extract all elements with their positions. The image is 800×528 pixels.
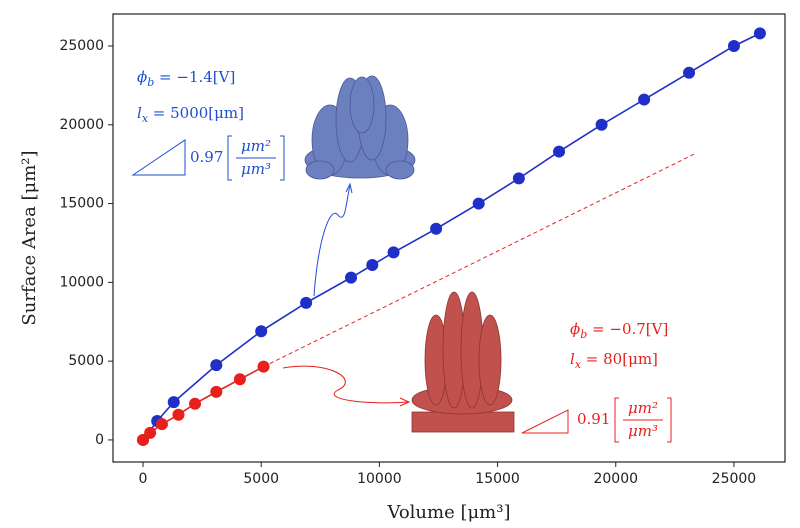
annotation-symbol: ϕ (137, 68, 147, 86)
annotation-value: = 5000[μm] (148, 104, 244, 122)
x-tick-label: 5000 (243, 471, 279, 487)
annotation-text: lx = 5000[μm] (137, 104, 244, 125)
y-tick-label: 5000 (68, 353, 104, 369)
point (596, 119, 608, 131)
point (366, 259, 378, 271)
point (638, 94, 650, 106)
chart: Volume [μm³] Surface Area [μm²] 0 5000 100… (0, 0, 800, 528)
slope-value: 0.97 (190, 148, 223, 166)
y-tick-label: 10000 (59, 274, 104, 290)
annotation-subscript: b (147, 76, 154, 89)
y-axis-label: Surface Area [μm²] (19, 150, 40, 325)
point (234, 373, 246, 385)
slope-triangle (133, 140, 185, 175)
fraction-denominator: μm³ (628, 422, 658, 440)
point (388, 246, 400, 258)
arrow (314, 186, 350, 296)
point (513, 172, 525, 184)
annotation-value: = 80[μm] (581, 350, 658, 368)
x-tick-label: 10000 (357, 471, 402, 487)
point (473, 198, 485, 210)
bracket (228, 136, 232, 180)
point (683, 67, 695, 79)
annotation-subscript: b (580, 328, 587, 341)
bracket (615, 398, 619, 442)
point (255, 325, 267, 337)
x-tick-label: 25000 (712, 471, 757, 487)
bracket (280, 136, 284, 180)
point (172, 409, 184, 421)
x-axis-label: Volume [μm³] (386, 502, 510, 523)
arrow (283, 366, 408, 403)
annotation-text: ϕb = −0.7[V] (570, 320, 668, 341)
point (754, 27, 766, 39)
slope-value: 0.91 (577, 410, 610, 428)
y-tick-label: 25000 (59, 38, 104, 54)
point (156, 418, 168, 430)
annotation-text: ϕb = −1.4[V] (137, 68, 235, 89)
point (345, 272, 357, 284)
point (189, 398, 201, 410)
annotation-text: lx = 80[μm] (570, 350, 658, 371)
fraction-denominator: μm³ (241, 160, 271, 178)
y-tick-label: 15000 (59, 196, 104, 212)
point (210, 359, 222, 371)
point (210, 386, 222, 398)
annotation-value: = −1.4[V] (154, 68, 235, 86)
annotation-value: = −0.7[V] (587, 320, 668, 338)
point (728, 40, 740, 52)
annotation-symbol: ϕ (570, 320, 580, 338)
point (553, 146, 565, 158)
point (168, 396, 180, 408)
x-tick-label: 20000 (593, 471, 638, 487)
fraction-numerator: μm² (241, 137, 271, 155)
red-structure-image (412, 292, 514, 432)
y-tick-label: 20000 (59, 117, 104, 133)
y-tick-label: 0 (95, 432, 104, 448)
x-tick-label: 0 (139, 471, 148, 487)
point (144, 427, 156, 439)
fraction-numerator: μm² (628, 399, 658, 417)
blue-structure-image (305, 76, 415, 179)
point (300, 297, 312, 309)
bracket (667, 398, 671, 442)
point (430, 223, 442, 235)
slope-triangle (522, 410, 568, 433)
x-tick-label: 15000 (475, 471, 520, 487)
